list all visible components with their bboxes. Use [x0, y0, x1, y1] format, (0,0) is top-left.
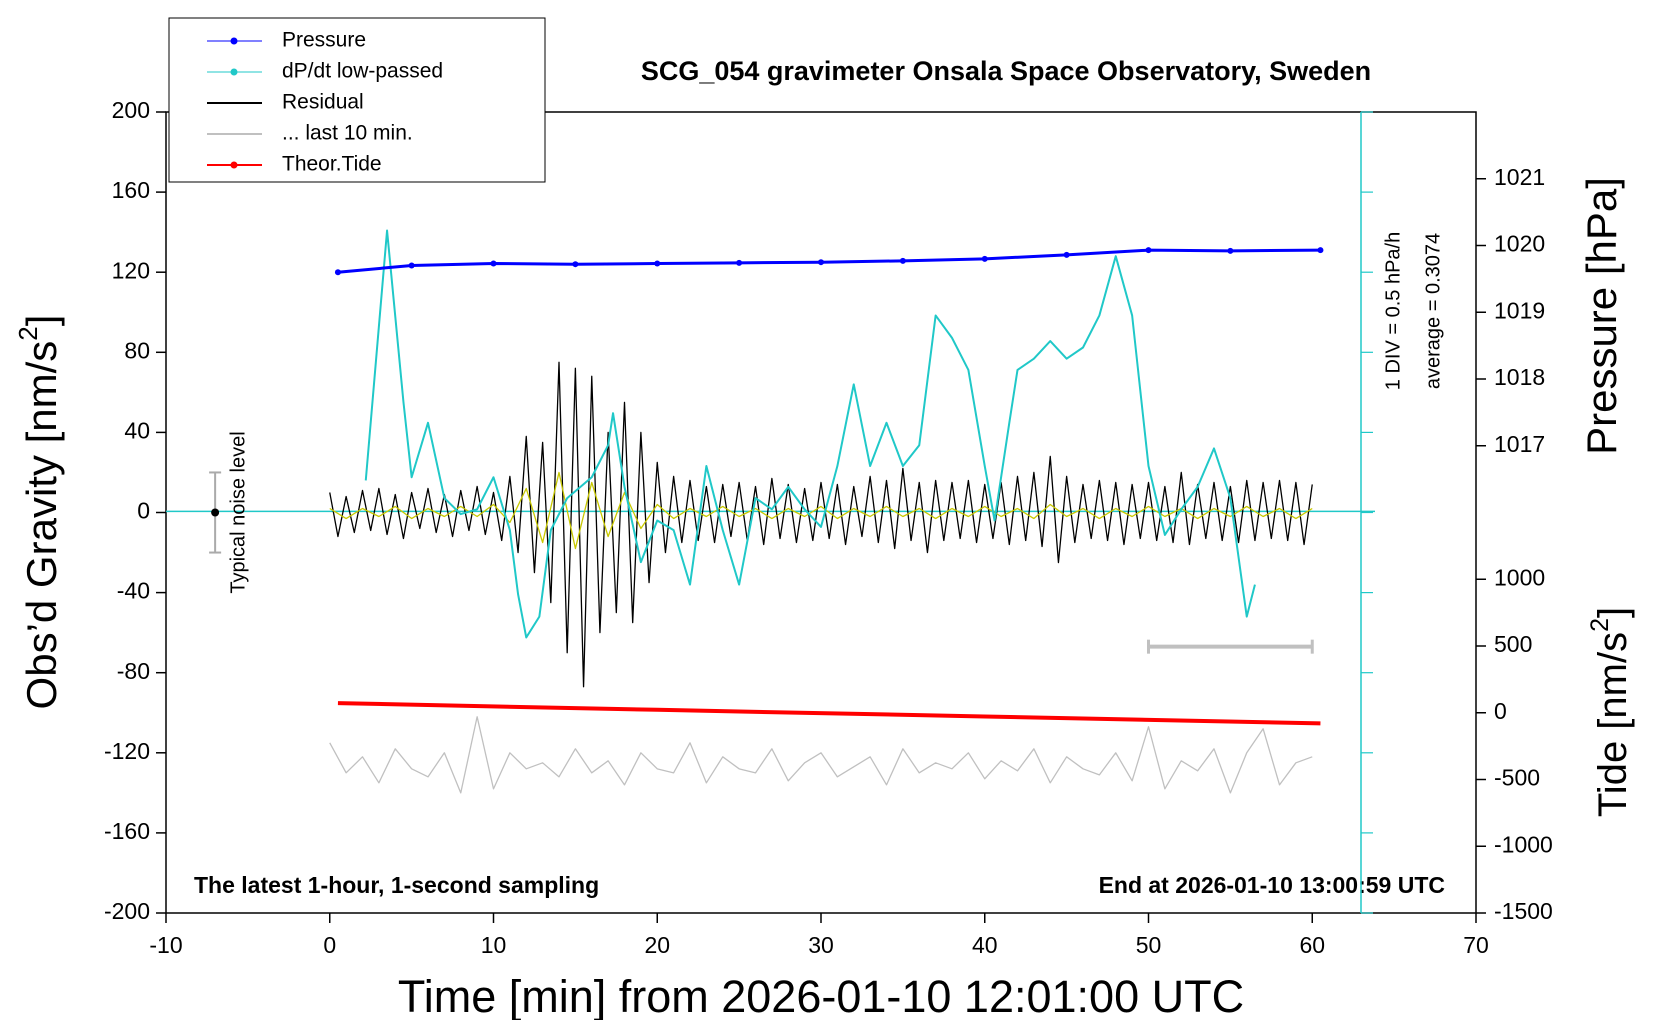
plot-frame — [165, 111, 1477, 914]
series-line — [329, 471, 1313, 550]
legend-marker — [230, 68, 238, 76]
y3-axis-title: Tide [nm/s2] — [1586, 607, 1635, 817]
x-tick-label: 10 — [481, 932, 507, 958]
legend-label: dP/dt low-passed — [282, 60, 443, 83]
series-line — [329, 716, 1313, 794]
y-tick-label: -160 — [104, 818, 150, 844]
legend-label: Residual — [282, 91, 364, 114]
y-axis-title-sup: 2 — [13, 326, 43, 340]
y3-axis-title-text: Tide [nm/s — [1591, 632, 1635, 817]
legend-label: Pressure — [282, 29, 366, 52]
x-tick-label: 60 — [1299, 932, 1325, 958]
series-point — [490, 260, 497, 267]
y2-tick-label: 1020 — [1494, 231, 1545, 257]
legend-box — [168, 17, 546, 183]
y-tick-label: -200 — [104, 898, 150, 924]
x-tick-label: 70 — [1463, 932, 1489, 958]
series-line — [364, 229, 1256, 639]
series-point — [1063, 251, 1070, 258]
y-tick-label: 200 — [112, 97, 150, 123]
y2-tick-label: 1018 — [1494, 364, 1545, 390]
series-point — [1227, 247, 1234, 254]
y3-axis-title-sup: 2 — [1586, 618, 1614, 632]
series-point — [818, 259, 824, 266]
average-label: average = 0.3074 — [1422, 233, 1444, 389]
series-point — [899, 257, 906, 264]
legend-marker — [230, 37, 238, 45]
y-tick-label: 40 — [124, 417, 150, 443]
series-point — [572, 261, 579, 268]
y3-tick-label: -1000 — [1494, 831, 1553, 857]
noise-point — [211, 508, 220, 517]
note-left: The latest 1-hour, 1-second sampling — [194, 872, 599, 898]
y2-tick-label: 1021 — [1494, 164, 1545, 190]
y-axis-title-text: Obs’d Gravity [nm/s — [18, 341, 65, 710]
y-tick-label: 160 — [112, 177, 150, 203]
y3-tick-label: -1500 — [1494, 898, 1553, 924]
y3-tick-label: 0 — [1494, 698, 1507, 724]
x-axis-title: Time [min] from 2026-01-10 12:01:00 UTC — [398, 971, 1244, 1020]
note-right: End at 2026-01-10 13:00:59 UTC — [1099, 872, 1445, 898]
x-tick-label: 50 — [1136, 932, 1162, 958]
series-point — [408, 262, 415, 269]
legend: Pressure dP/dt low-passed Residual ... last… — [168, 17, 546, 183]
y3-tick-label: 1000 — [1494, 564, 1545, 590]
y3-tick-label: 500 — [1494, 631, 1532, 657]
series-point — [736, 259, 743, 266]
y-tick-label: -120 — [104, 738, 150, 764]
series-point — [654, 260, 661, 267]
y2-axis-title: Pressure [hPa] — [1578, 177, 1625, 455]
chart-title: SCG_054 gravimeter Onsala Space Observat… — [641, 56, 1371, 86]
series-point — [1145, 247, 1152, 254]
y-tick-label: -40 — [117, 578, 150, 604]
y2-tick-label: 1019 — [1494, 297, 1545, 323]
noise-label: Typical noise level — [227, 431, 249, 593]
legend-label: Theor.Tide — [282, 153, 382, 176]
y-axis-title: Obs’d Gravity [nm/s2] — [13, 315, 65, 710]
y2-tick-label: 1017 — [1494, 431, 1545, 457]
y-tick-label: 120 — [112, 257, 150, 283]
x-tick-label: 40 — [972, 932, 998, 958]
legend-label: ... last 10 min. — [282, 122, 413, 145]
series-line — [329, 361, 1313, 688]
series-line — [337, 701, 1321, 726]
series-point — [334, 269, 341, 276]
division-label: 1 DIV = 0.5 hPa/h — [1382, 232, 1404, 390]
x-tick-label: 30 — [808, 932, 834, 958]
legend-marker — [230, 161, 238, 169]
y-axis-title-close: ] — [18, 315, 65, 327]
y3-tick-label: -500 — [1494, 765, 1540, 791]
x-tick-label: 0 — [323, 932, 336, 958]
y3-axis-title-close: ] — [1591, 607, 1635, 618]
y-tick-label: -80 — [117, 658, 150, 684]
marks: -10 0 10 20 30 40 50 60 70-200-160-120-80-400408… — [104, 97, 1553, 958]
series-line — [337, 248, 1321, 274]
x-tick-label: 20 — [644, 932, 670, 958]
series-point — [1317, 247, 1324, 254]
y-tick-label: 80 — [124, 337, 150, 363]
x-tick-label: -10 — [149, 932, 182, 958]
y-tick-label: 0 — [137, 498, 150, 524]
series-point — [981, 255, 988, 262]
